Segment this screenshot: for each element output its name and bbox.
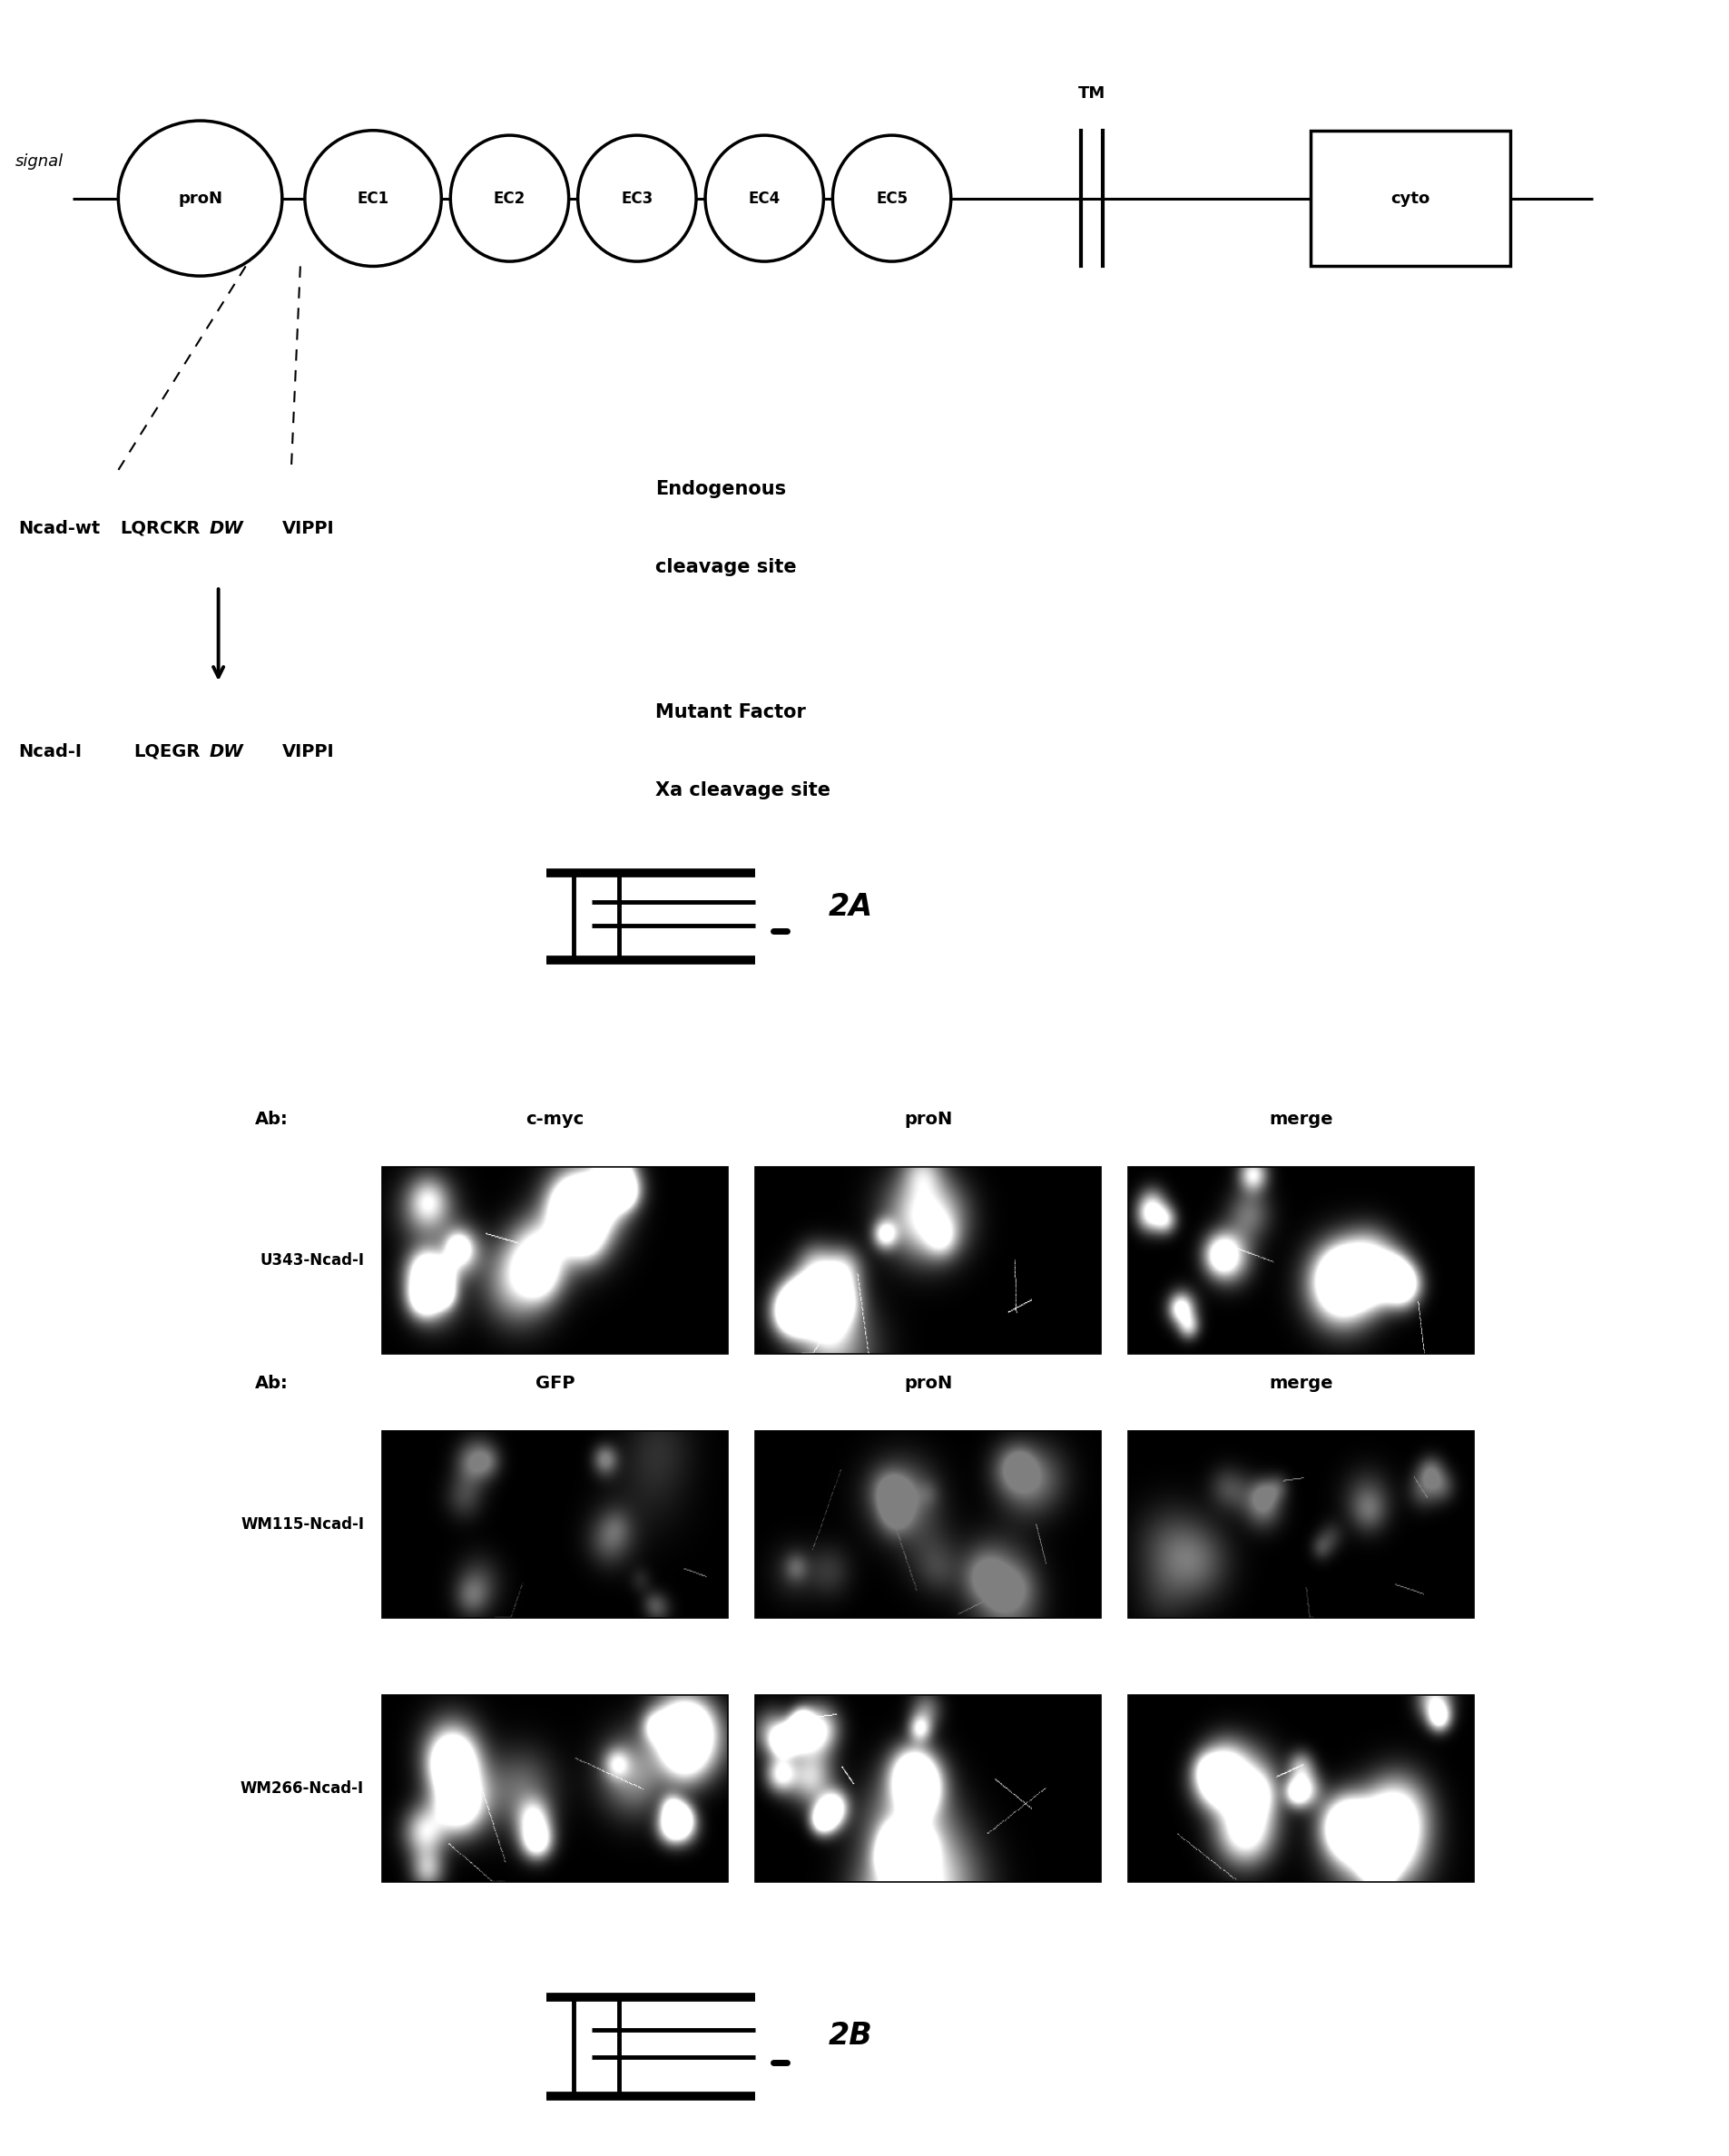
Text: WM115-Ncad-I: WM115-Ncad-I: [240, 1516, 365, 1533]
Text: 2A: 2A: [828, 893, 873, 921]
Text: GFP: GFP: [536, 1376, 574, 1393]
Bar: [756, 1166, 1101, 1354]
Ellipse shape: [304, 132, 441, 267]
Bar: [382, 1166, 728, 1354]
Bar: [756, 1695, 1101, 1882]
Text: proN: proN: [178, 190, 223, 207]
Bar: [1129, 1695, 1475, 1882]
Text: LQEGR: LQEGR: [133, 744, 201, 759]
Ellipse shape: [118, 121, 282, 276]
Text: EC5: EC5: [877, 190, 908, 207]
Text: c-myc: c-myc: [526, 1110, 584, 1128]
Text: proN: proN: [904, 1376, 953, 1393]
Text: VIPPI: VIPPI: [282, 520, 334, 537]
Text: TM: TM: [1079, 84, 1107, 101]
Text: U343-Ncad-I: U343-Ncad-I: [259, 1253, 365, 1268]
Bar: [382, 1695, 728, 1882]
Text: Mutant Factor: Mutant Factor: [655, 703, 806, 722]
Text: Ab:: Ab:: [254, 1376, 289, 1393]
Text: signal: signal: [16, 153, 64, 170]
Text: DW: DW: [209, 520, 244, 537]
Text: EC2: EC2: [493, 190, 526, 207]
Text: Xa cleavage site: Xa cleavage site: [655, 780, 830, 800]
Bar: [382, 1432, 728, 1617]
Text: EC3: EC3: [621, 190, 654, 207]
Ellipse shape: [705, 136, 823, 261]
Text: Ncad-I: Ncad-I: [19, 744, 81, 759]
Text: Ab:: Ab:: [254, 1110, 289, 1128]
Bar: [756, 1432, 1101, 1617]
Bar: [1129, 1166, 1475, 1354]
Text: EC4: EC4: [749, 190, 780, 207]
Text: DW: DW: [209, 744, 244, 759]
Text: WM266-Ncad-I: WM266-Ncad-I: [240, 1781, 365, 1796]
Bar: [1311, 132, 1511, 267]
Text: merge: merge: [1269, 1110, 1333, 1128]
Text: VIPPI: VIPPI: [282, 744, 334, 759]
Text: cyto: cyto: [1390, 190, 1430, 207]
Text: Ncad-wt: Ncad-wt: [19, 520, 100, 537]
Text: Endogenous: Endogenous: [655, 481, 787, 498]
Text: cleavage site: cleavage site: [655, 558, 797, 576]
Text: 2B: 2B: [828, 2020, 873, 2050]
Text: LQRCKR: LQRCKR: [119, 520, 201, 537]
Text: merge: merge: [1269, 1376, 1333, 1393]
Ellipse shape: [451, 136, 569, 261]
Text: proN: proN: [904, 1110, 953, 1128]
Ellipse shape: [833, 136, 951, 261]
Bar: [1129, 1432, 1475, 1617]
Ellipse shape: [577, 136, 697, 261]
Text: EC1: EC1: [358, 190, 389, 207]
